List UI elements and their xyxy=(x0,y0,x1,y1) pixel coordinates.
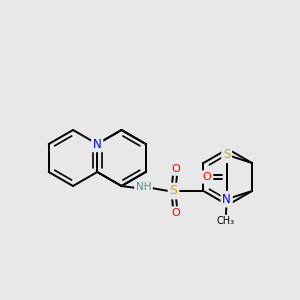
Text: O: O xyxy=(171,164,180,174)
Text: NH: NH xyxy=(136,182,151,192)
Text: O: O xyxy=(202,172,211,182)
Text: CH₃: CH₃ xyxy=(217,216,235,226)
Text: N: N xyxy=(222,193,231,206)
Text: O: O xyxy=(171,208,180,218)
Text: S: S xyxy=(223,148,230,161)
Text: N: N xyxy=(93,137,102,151)
Text: S: S xyxy=(169,184,178,197)
